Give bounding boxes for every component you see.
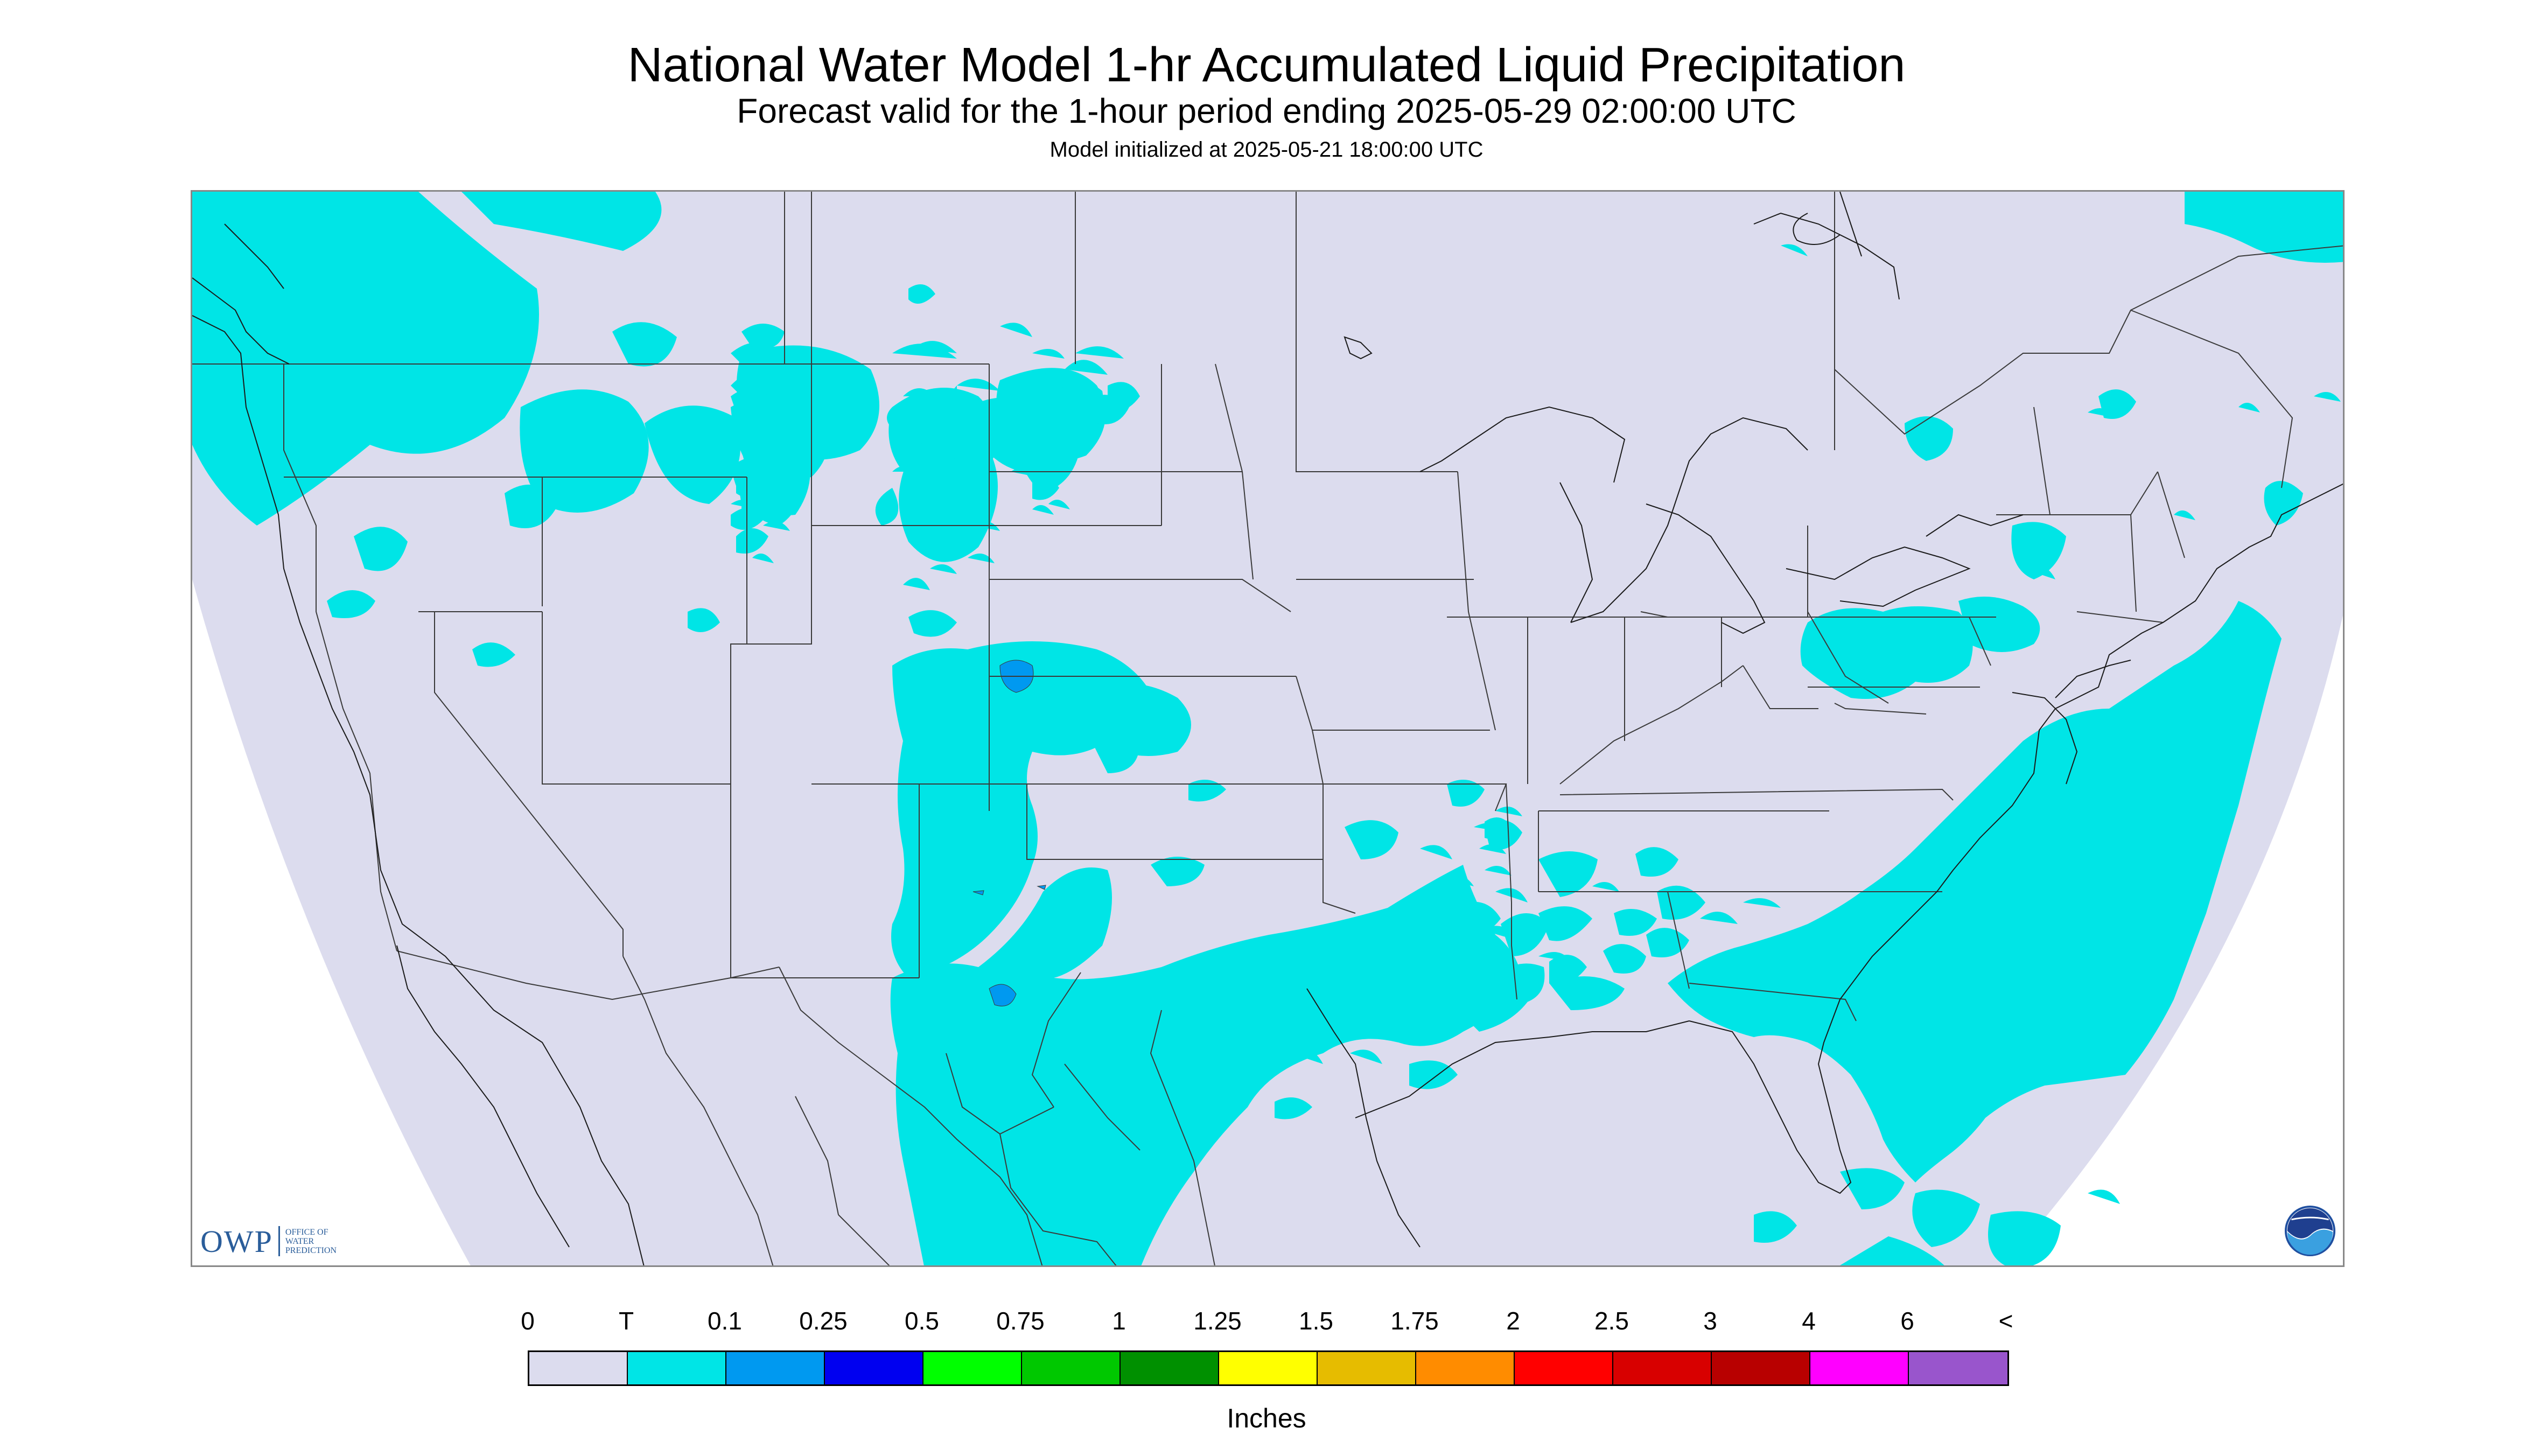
legend-label: 0.5 <box>905 1307 939 1335</box>
noaa-logo-icon <box>2284 1205 2336 1257</box>
legend-label: T <box>618 1307 634 1335</box>
owp-logo-line: OFFICE OF <box>285 1227 328 1237</box>
legend-label: 3 <box>1703 1307 1717 1335</box>
legend-swatch <box>529 1352 628 1384</box>
legend-label: 1 <box>1112 1307 1126 1335</box>
legend-swatch <box>825 1352 923 1384</box>
trace-precip-areas <box>192 192 2343 1265</box>
legend-swatch <box>1810 1352 1909 1384</box>
legend-swatch <box>1515 1352 1613 1384</box>
legend-swatch <box>628 1352 726 1384</box>
legend-swatch <box>726 1352 825 1384</box>
model-init-line: Model initialized at 2025-05-21 18:00:00… <box>1049 138 1484 162</box>
precipitation-map <box>191 190 2345 1267</box>
legend-label: 2 <box>1506 1307 1520 1335</box>
legend-color-bar <box>528 1350 2009 1386</box>
legend-label: 0 <box>521 1307 535 1335</box>
coastlines <box>192 192 2343 1265</box>
legend-label: 1.5 <box>1299 1307 1333 1335</box>
owp-logo-text: OWP <box>200 1223 273 1259</box>
map-title: National Water Model 1-hr Accumulated Li… <box>627 38 1906 92</box>
legend-swatch <box>1909 1352 2007 1384</box>
forecast-valid-subtitle: Forecast valid for the 1-hour period end… <box>737 92 1796 130</box>
legend-swatch <box>1121 1352 1219 1384</box>
legend-swatch <box>1219 1352 1318 1384</box>
legend-units-label: Inches <box>1227 1403 1306 1433</box>
legend-label: 0.75 <box>996 1307 1045 1335</box>
legend-labels: 0 T 0.1 0.25 0.5 0.75 1 1.25 1.5 1.75 2 … <box>0 1306 2533 1338</box>
legend-label: 0.25 <box>799 1307 848 1335</box>
map-canvas <box>192 192 2343 1265</box>
owp-logo-subtext: OFFICE OF WATER PREDICTION <box>285 1228 337 1255</box>
legend-swatch <box>1613 1352 1712 1384</box>
owp-logo-line: PREDICTION <box>285 1245 337 1255</box>
legend-label: 1.75 <box>1390 1307 1439 1335</box>
state-boundaries <box>192 192 2343 1265</box>
owp-logo: OWP OFFICE OF WATER PREDICTION <box>200 1222 337 1260</box>
legend-label: 1.25 <box>1193 1307 1242 1335</box>
legend-swatch <box>1318 1352 1416 1384</box>
legend-label: 6 <box>1900 1307 1914 1335</box>
owp-logo-line: WATER <box>285 1236 314 1246</box>
legend-swatch <box>1416 1352 1515 1384</box>
legend-label: 2.5 <box>1594 1307 1629 1335</box>
legend-swatch <box>1022 1352 1121 1384</box>
legend-label: < <box>1998 1307 2013 1335</box>
legend-swatch <box>923 1352 1022 1384</box>
legend-label: 4 <box>1802 1307 1816 1335</box>
legend-swatch <box>1712 1352 1810 1384</box>
owp-logo-divider <box>278 1226 280 1256</box>
legend-label: 0.1 <box>708 1307 742 1335</box>
